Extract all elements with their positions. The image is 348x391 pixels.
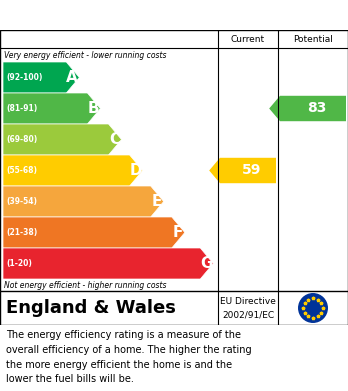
Text: Very energy efficient - lower running costs: Very energy efficient - lower running co… xyxy=(4,52,166,61)
Text: (69-80): (69-80) xyxy=(6,135,37,144)
Text: E: E xyxy=(151,194,162,209)
Text: England & Wales: England & Wales xyxy=(6,299,176,317)
Text: Potential: Potential xyxy=(293,34,333,43)
Text: D: D xyxy=(129,163,142,178)
Text: A: A xyxy=(66,70,78,85)
Text: EU Directive: EU Directive xyxy=(220,298,276,307)
Polygon shape xyxy=(269,96,346,121)
Text: F: F xyxy=(173,225,183,240)
Polygon shape xyxy=(3,186,164,217)
Text: (39-54): (39-54) xyxy=(6,197,37,206)
Polygon shape xyxy=(3,93,101,124)
Polygon shape xyxy=(3,155,143,186)
Text: (21-38): (21-38) xyxy=(6,228,37,237)
Text: the more energy efficient the home is and the: the more energy efficient the home is an… xyxy=(6,360,232,369)
Text: C: C xyxy=(109,132,120,147)
Text: Not energy efficient - higher running costs: Not energy efficient - higher running co… xyxy=(4,280,166,289)
Text: 2002/91/EC: 2002/91/EC xyxy=(222,311,274,320)
Text: G: G xyxy=(200,256,212,271)
Polygon shape xyxy=(3,248,213,279)
Polygon shape xyxy=(3,124,121,155)
Text: 83: 83 xyxy=(307,102,327,115)
Polygon shape xyxy=(3,62,79,93)
Circle shape xyxy=(299,294,327,322)
Polygon shape xyxy=(209,158,276,183)
Text: lower the fuel bills will be.: lower the fuel bills will be. xyxy=(6,374,134,384)
Text: (55-68): (55-68) xyxy=(6,166,37,175)
Text: overall efficiency of a home. The higher the rating: overall efficiency of a home. The higher… xyxy=(6,345,252,355)
Text: 59: 59 xyxy=(242,163,262,178)
Polygon shape xyxy=(3,217,185,248)
Text: B: B xyxy=(87,101,99,116)
Text: The energy efficiency rating is a measure of the: The energy efficiency rating is a measur… xyxy=(6,330,241,340)
Text: Energy Efficiency Rating: Energy Efficiency Rating xyxy=(10,6,239,24)
Text: Current: Current xyxy=(231,34,265,43)
Text: (92-100): (92-100) xyxy=(6,73,42,82)
Text: (81-91): (81-91) xyxy=(6,104,37,113)
Text: (1-20): (1-20) xyxy=(6,259,32,268)
